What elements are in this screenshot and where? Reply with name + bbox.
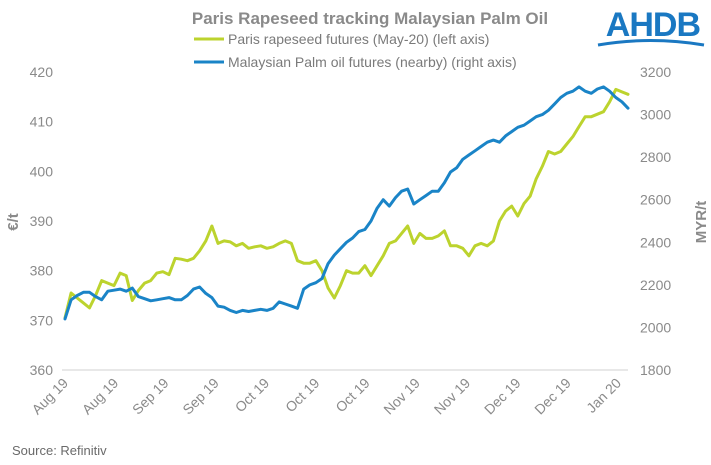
x-tick-label-7: Nov 19 [380, 375, 423, 418]
y-left-tick-370: 370 [30, 312, 54, 328]
ahdb-logo: AHDB [597, 6, 705, 47]
y-right-tick-2000: 2000 [640, 319, 671, 335]
x-tick-label-1: Aug 19 [79, 375, 122, 418]
x-tick-label-4: Oct 19 [232, 375, 273, 416]
y-left-tick-400: 400 [30, 163, 54, 179]
y-left-tick-380: 380 [30, 263, 54, 279]
y-right-tick-2200: 2200 [640, 277, 671, 293]
y-right-tick-3000: 3000 [640, 107, 671, 123]
y-left-axis-label: €/t [5, 213, 22, 231]
x-tick-label-5: Oct 19 [282, 375, 323, 416]
y-right-axis-label: MYR/t [693, 201, 710, 244]
x-tick-label-8: Nov 19 [431, 375, 474, 418]
legend-label-rapeseed: Paris rapeseed futures (May-20) (left ax… [228, 31, 489, 47]
legend-label-palm-oil: Malaysian Palm oil futures (nearby) (rig… [228, 54, 517, 70]
x-tick-label-10: Dec 19 [531, 375, 574, 418]
x-tick-label-11: Jan 20 [583, 375, 624, 416]
chart-title: Paris Rapeseed tracking Malaysian Palm O… [192, 9, 548, 28]
x-ticks: Aug 19 Aug 19 Sep 19 Sep 19 Oct 19 Oct 19 Oct … [28, 375, 624, 418]
y-right-tick-2800: 2800 [640, 149, 671, 165]
y-right-tick-3200: 3200 [640, 64, 671, 80]
y-left-tick-390: 390 [30, 213, 54, 229]
x-tick-label-2: Sep 19 [129, 375, 172, 418]
y-right-tick-2400: 2400 [640, 234, 671, 250]
y-left-tick-360: 360 [30, 362, 54, 378]
x-tick-label-9: Dec 19 [481, 375, 524, 418]
y-left-ticks: 360 370 380 390 400 410 420 [30, 64, 54, 378]
x-tick-label-6: Oct 19 [332, 375, 373, 416]
series-line-rapeseed [63, 87, 630, 320]
series-line-palm-oil [63, 85, 630, 321]
source-note: Source: Refinitiv [12, 443, 107, 458]
y-left-tick-420: 420 [30, 64, 54, 80]
y-right-tick-1800: 1800 [640, 362, 671, 378]
y-left-tick-410: 410 [30, 114, 54, 130]
x-tick-label-3: Sep 19 [179, 375, 222, 418]
legend: Paris rapeseed futures (May-20) (left ax… [194, 31, 517, 70]
y-right-tick-2600: 2600 [640, 192, 671, 208]
x-tick-label-0: Aug 19 [28, 375, 71, 418]
series-lines [63, 85, 630, 321]
logo-text: AHDB [606, 6, 701, 44]
logo-underline [597, 39, 705, 47]
y-right-ticks: 1800 2000 2200 2400 2600 2800 3000 3200 [640, 64, 671, 378]
